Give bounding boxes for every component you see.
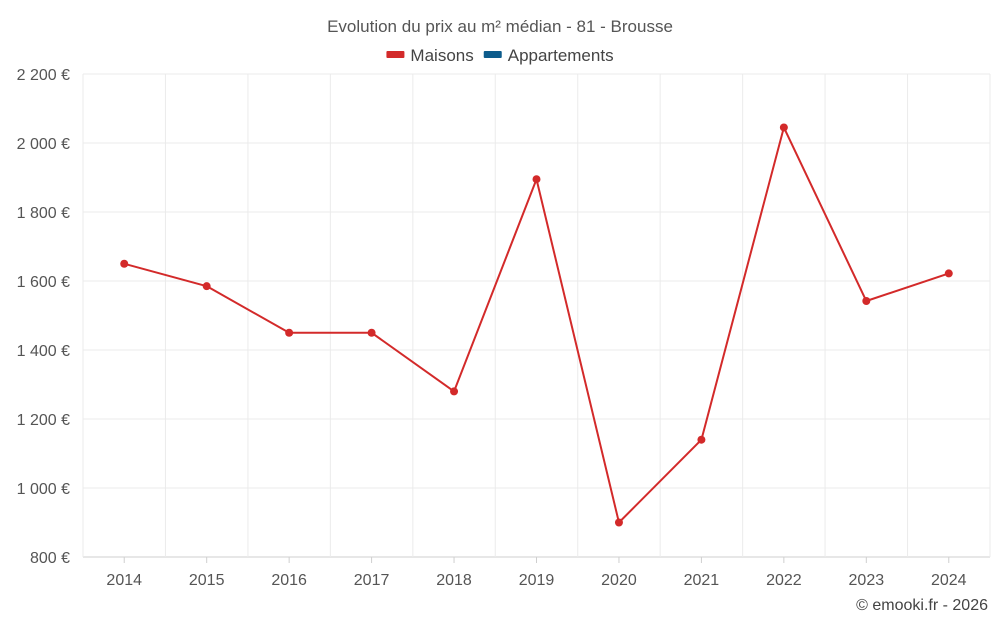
legend: Maisons Appartements bbox=[386, 46, 614, 65]
y-tick-label: 1 600 € bbox=[17, 274, 70, 291]
data-point[interactable] bbox=[202, 282, 211, 291]
x-tick-label: 2015 bbox=[189, 572, 225, 589]
x-tick-label: 2019 bbox=[519, 572, 555, 589]
x-tick-label: 2014 bbox=[106, 572, 142, 589]
x-tick-label: 2016 bbox=[271, 572, 307, 589]
y-tick-label: 1 400 € bbox=[17, 343, 70, 360]
legend-label-maisons[interactable]: Maisons bbox=[410, 46, 473, 65]
data-point[interactable] bbox=[779, 123, 788, 132]
x-tick-label: 2022 bbox=[766, 572, 802, 589]
y-tick-label: 2 000 € bbox=[17, 136, 70, 153]
y-tick-label: 2 200 € bbox=[17, 67, 70, 84]
data-point[interactable] bbox=[862, 297, 871, 306]
x-tick-label: 2024 bbox=[931, 572, 967, 589]
series-layer bbox=[120, 123, 953, 527]
y-axis: 800 € 1 000 € 1 200 € 1 400 € 1 600 € 1 800 €… bbox=[17, 67, 70, 567]
y-tick-label: 1 800 € bbox=[17, 205, 70, 222]
x-tick-label: 2023 bbox=[849, 572, 885, 589]
legend-swatch-maisons bbox=[386, 51, 405, 58]
x-tick-label: 2020 bbox=[601, 572, 637, 589]
x-tick-label: 2017 bbox=[354, 572, 390, 589]
chart-title: Evolution du prix au m² médian - 81 - Br… bbox=[327, 17, 673, 36]
data-point[interactable] bbox=[944, 269, 953, 278]
legend-swatch-appartements bbox=[483, 51, 502, 58]
x-tick-label: 2021 bbox=[684, 572, 720, 589]
data-point[interactable] bbox=[532, 175, 541, 184]
data-point[interactable] bbox=[285, 328, 294, 337]
grid bbox=[82, 73, 991, 558]
credit-text: © emooki.fr - 2026 bbox=[856, 597, 988, 614]
x-tick-label: 2018 bbox=[436, 572, 472, 589]
data-point[interactable] bbox=[367, 328, 376, 337]
data-point[interactable] bbox=[697, 435, 706, 444]
y-tick-label: 800 € bbox=[30, 550, 70, 567]
data-point[interactable] bbox=[120, 259, 129, 268]
y-tick-label: 1 000 € bbox=[17, 481, 70, 498]
y-tick-label: 1 200 € bbox=[17, 412, 70, 429]
data-point[interactable] bbox=[450, 387, 459, 396]
x-axis: 2014 2015 2016 2017 2018 2019 2020 2021 2022 2023… bbox=[106, 557, 967, 589]
data-point[interactable] bbox=[614, 518, 623, 527]
legend-label-appartements[interactable]: Appartements bbox=[508, 46, 614, 65]
